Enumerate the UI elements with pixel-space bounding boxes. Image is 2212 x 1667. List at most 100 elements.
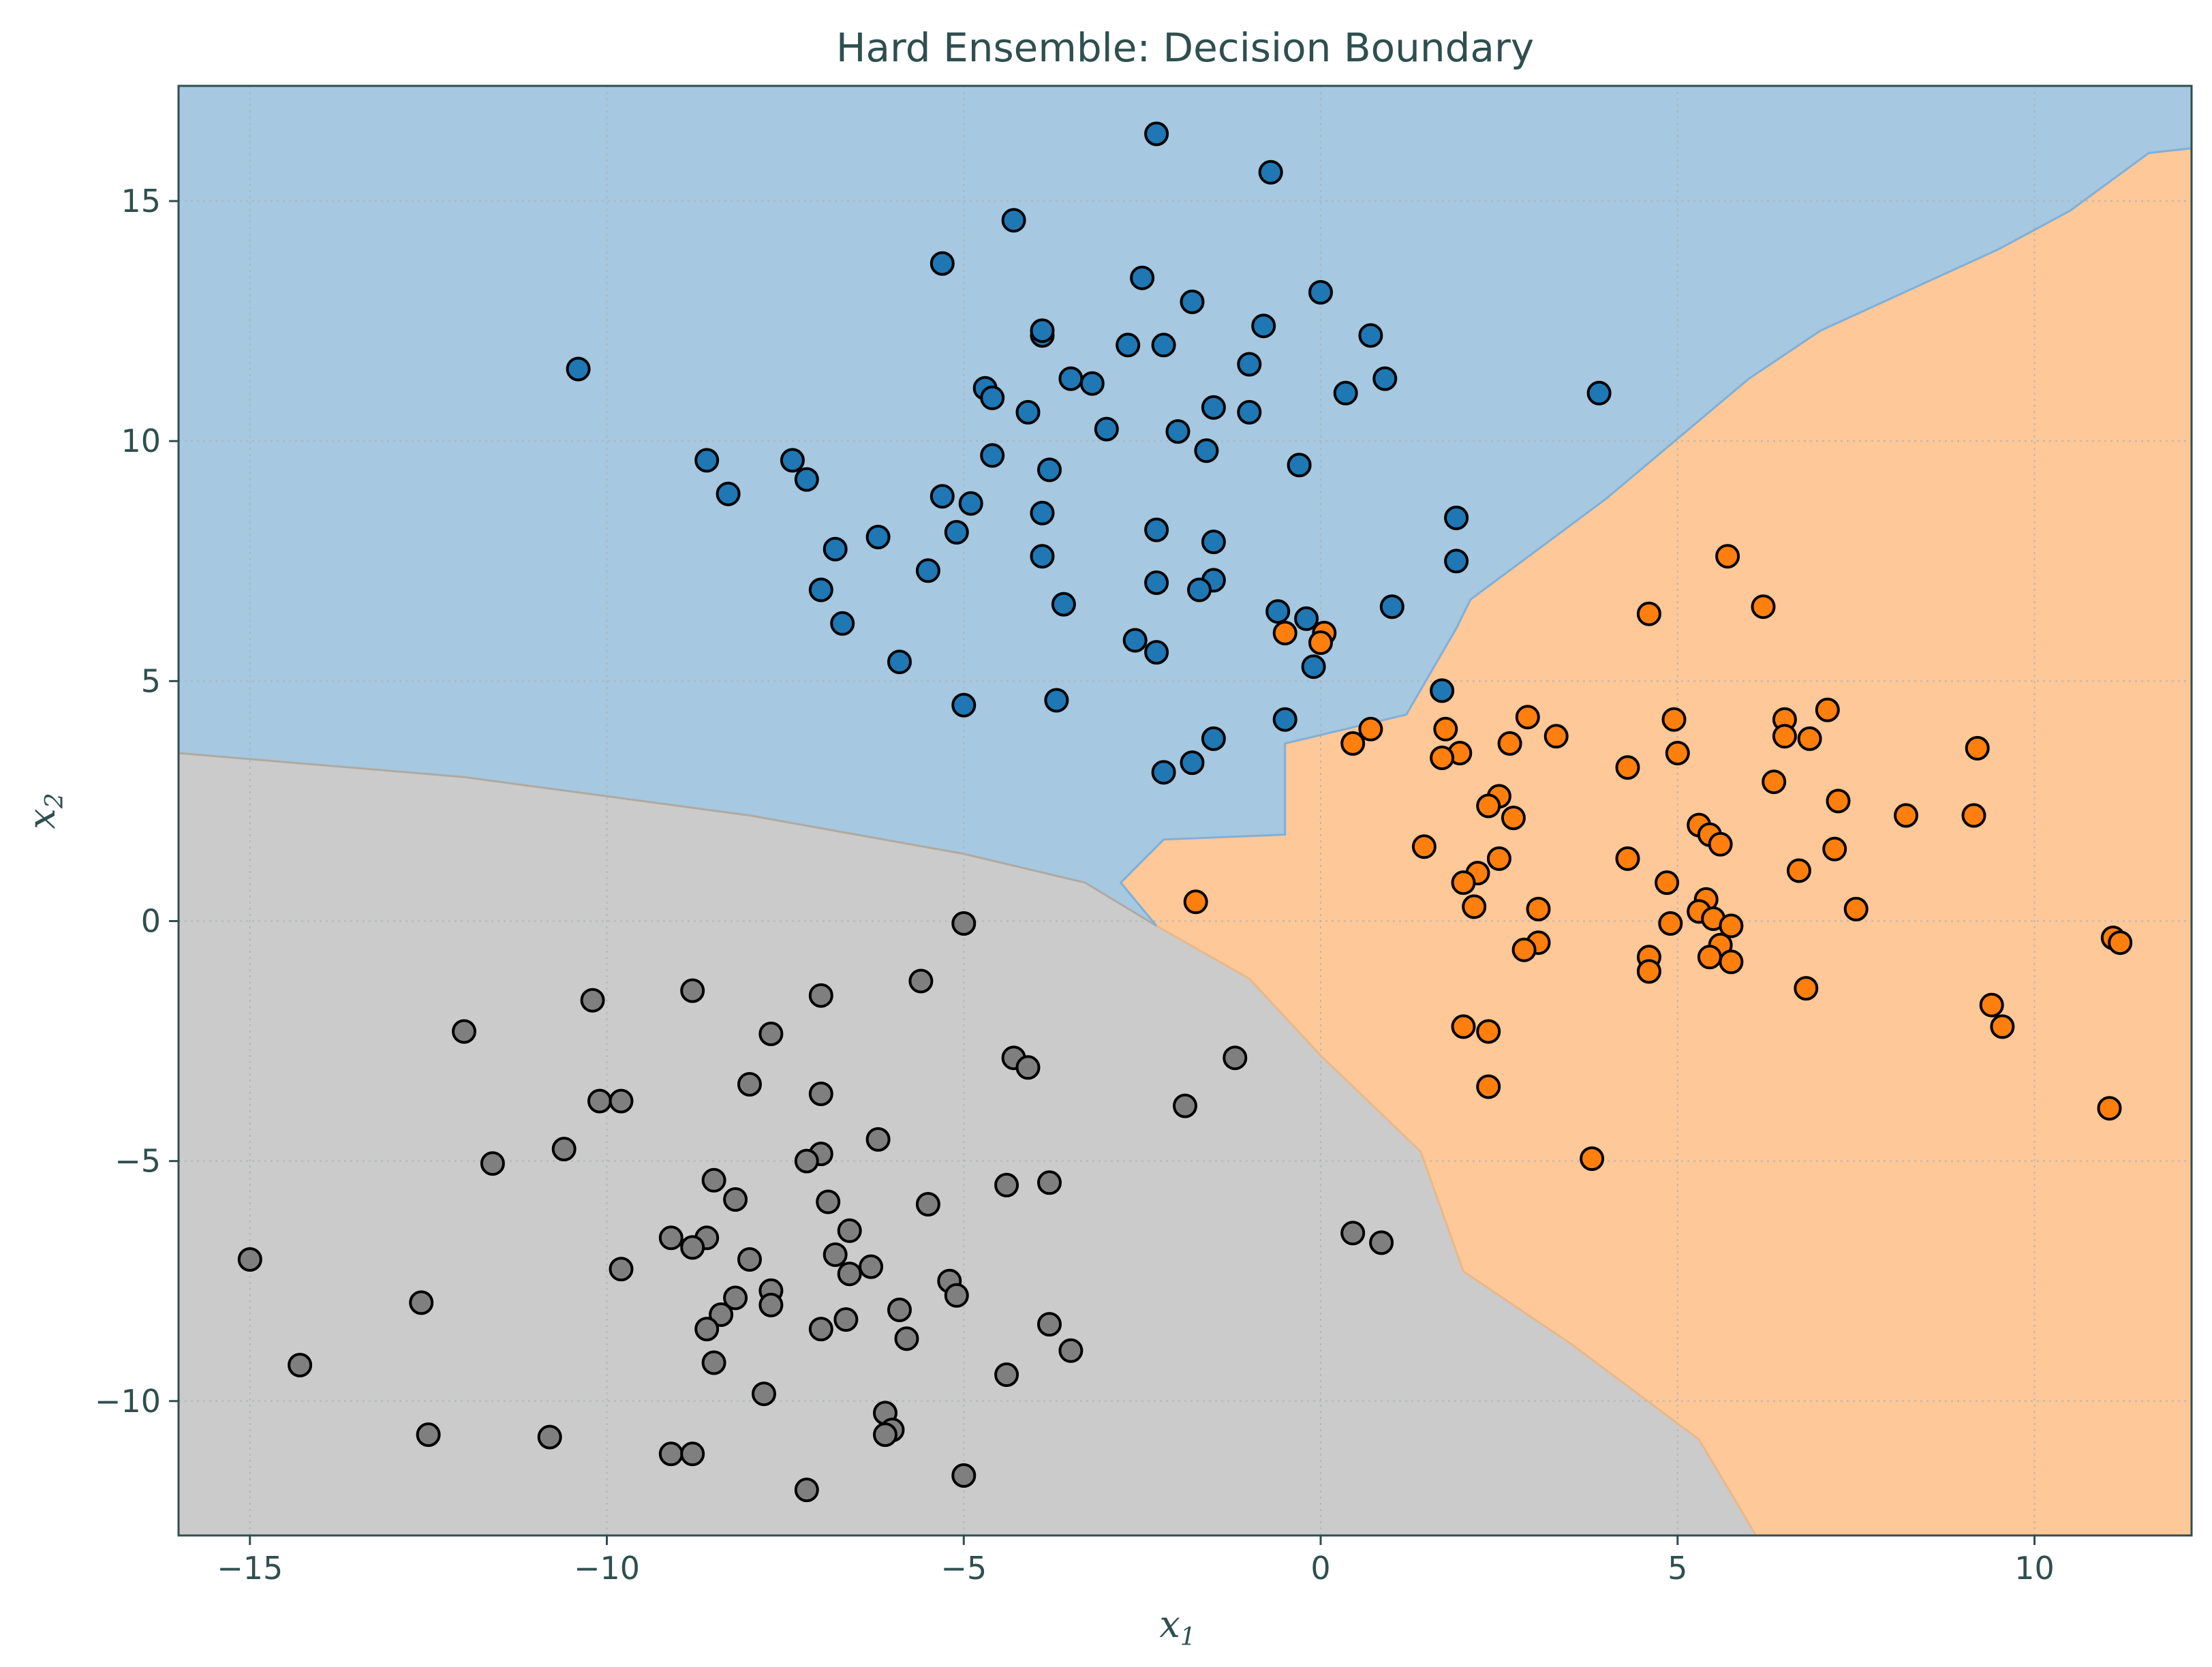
data-point: [1308, 279, 1333, 305]
y-tick-label: 15: [121, 183, 161, 219]
data-point: [1615, 755, 1640, 780]
decision-boundaries: [179, 147, 2192, 1535]
data-point: [1094, 416, 1119, 442]
data-point: [944, 520, 969, 545]
data-point: [480, 1151, 505, 1176]
data-points: [237, 121, 2133, 1503]
data-point: [1030, 544, 1055, 569]
data-point: [1665, 741, 1690, 765]
data-point: [1843, 896, 1869, 921]
y-tick-label: 10: [121, 423, 161, 459]
y-axis-ticks: −10 −5 0 5 10 15: [95, 183, 179, 1420]
data-point: [930, 251, 955, 276]
data-point: [566, 356, 591, 382]
y-tick-label: 5: [141, 662, 161, 699]
data-point: [1636, 959, 1661, 984]
y-tick-label: 0: [141, 902, 161, 939]
data-point: [1165, 419, 1191, 444]
data-point: [830, 611, 855, 636]
data-point: [980, 443, 1005, 468]
data-point: [1655, 870, 1680, 896]
data-point: [1486, 846, 1511, 871]
data-point: [1451, 1014, 1476, 1039]
data-point: [537, 1424, 562, 1450]
data-point: [1822, 836, 1847, 861]
y-tick-label: −10: [95, 1383, 161, 1420]
data-point: [1237, 352, 1262, 377]
data-point: [680, 1235, 705, 1260]
data-point: [1116, 333, 1141, 358]
data-point: [930, 484, 955, 509]
data-point: [1030, 500, 1055, 525]
data-point: [409, 1290, 434, 1315]
data-point: [1762, 769, 1787, 795]
data-point: [958, 491, 983, 516]
data-point: [1194, 438, 1219, 463]
data-point: [1030, 318, 1055, 343]
plot-area: [179, 86, 2192, 1535]
data-point: [808, 983, 833, 1008]
data-point: [1451, 870, 1476, 896]
data-point: [1144, 570, 1169, 595]
data-point: [2108, 930, 2133, 955]
data-point: [1379, 594, 1404, 620]
data-point: [1580, 1146, 1605, 1172]
data-point: [1826, 789, 1851, 814]
data-point: [1719, 949, 1744, 975]
data-point: [1476, 1074, 1501, 1099]
data-point: [1462, 894, 1487, 919]
data-point: [1044, 688, 1069, 713]
data-point: [1661, 707, 1687, 732]
data-point: [1301, 654, 1326, 679]
data-point: [1965, 735, 1990, 761]
data-point: [1358, 323, 1383, 348]
data-point: [980, 385, 1005, 410]
data-point: [701, 1167, 726, 1193]
data-point: [1794, 976, 1819, 1001]
data-point: [887, 649, 912, 675]
data-point: [951, 1463, 977, 1488]
data-point: [1708, 831, 1733, 857]
data-point: [452, 1019, 476, 1044]
data-point: [833, 1307, 859, 1332]
data-point: [915, 1192, 940, 1217]
data-point: [1476, 1019, 1501, 1044]
data-point: [609, 1257, 634, 1282]
data-point: [1719, 913, 1744, 938]
data-point: [1515, 705, 1540, 730]
data-point: [1051, 592, 1076, 617]
x-tick-label: 10: [2014, 1550, 2055, 1587]
data-point: [694, 448, 720, 473]
data-point: [951, 692, 977, 718]
data-point: [2097, 1096, 2122, 1121]
gray-class-region: [179, 753, 1756, 1535]
data-point: [1180, 289, 1205, 314]
data-point: [1658, 911, 1683, 936]
data-point: [701, 1350, 726, 1375]
plot-frame: [177, 85, 2193, 1537]
data-point: [680, 1441, 705, 1467]
data-point: [808, 577, 833, 602]
data-point: [1223, 1045, 1248, 1071]
data-point: [1201, 530, 1226, 555]
data-point: [758, 1022, 784, 1046]
data-point: [1340, 1221, 1366, 1246]
data-point: [794, 467, 819, 492]
data-point: [416, 1422, 441, 1448]
data-point: [1511, 937, 1537, 962]
data-point: [1990, 1014, 2015, 1039]
data-point: [1265, 599, 1291, 624]
data-point: [823, 1242, 848, 1267]
data-point: [288, 1353, 313, 1377]
data-point: [859, 1254, 884, 1279]
y-tick-label: −5: [114, 1143, 161, 1180]
data-point: [737, 1072, 762, 1097]
data-point: [780, 448, 805, 473]
data-point: [1122, 628, 1148, 653]
data-point: [1586, 380, 1612, 406]
data-point: [1037, 1312, 1062, 1337]
data-point: [1797, 726, 1822, 751]
data-point: [1037, 1170, 1062, 1195]
data-point: [580, 988, 605, 1013]
x-tick-label: −10: [574, 1550, 640, 1587]
